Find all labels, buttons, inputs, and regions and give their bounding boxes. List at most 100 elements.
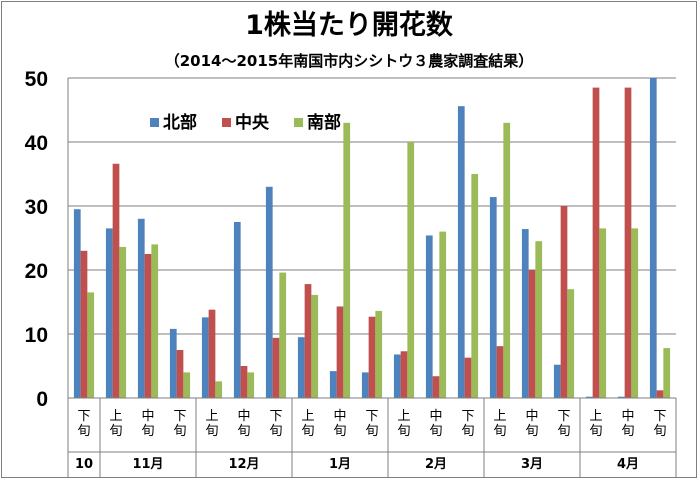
bar-南部 [535, 241, 543, 398]
bar-南部 [247, 372, 255, 398]
bar-中央 [464, 357, 472, 398]
x-category-label: 下旬 [461, 409, 474, 439]
bar-中央 [112, 163, 120, 398]
bar-中央 [336, 306, 344, 398]
x-category-label: 上旬 [397, 409, 410, 439]
bar-中央 [528, 270, 536, 398]
bar-南部 [567, 289, 575, 398]
bar-中央 [624, 87, 632, 398]
bar-中央 [272, 337, 280, 398]
y-axis-ticks: 0 10 20 30 40 50 [25, 68, 48, 411]
x-category-label: 下旬 [77, 409, 90, 439]
bar-南部 [503, 122, 511, 399]
bar-北部 [553, 364, 561, 398]
bar-中央 [80, 250, 88, 398]
y-tick-label: 30 [25, 196, 48, 219]
legend-swatch [222, 118, 231, 127]
gridlines [68, 77, 676, 335]
x-category-label: 上旬 [109, 409, 122, 439]
bar-中央 [400, 351, 408, 398]
x-category-label: 上旬 [493, 409, 506, 439]
x-category-label: 下旬 [173, 409, 186, 439]
x-group-label: 1月 [329, 457, 351, 472]
x-category-label: 中旬 [237, 409, 250, 439]
bar-南部 [407, 142, 415, 398]
bar-南部 [439, 231, 447, 398]
y-tick-label: 20 [25, 260, 48, 283]
x-category-label: 中旬 [429, 409, 442, 439]
bar-南部 [599, 228, 607, 398]
bar-北部 [425, 235, 433, 398]
bar-北部 [393, 354, 401, 398]
x-category-label: 下旬 [653, 409, 666, 439]
x-group-label: 10 [75, 457, 93, 472]
bar-北部 [105, 228, 113, 398]
bar-北部 [73, 209, 81, 398]
x-category-label: 下旬 [557, 409, 570, 439]
legend-swatch [294, 118, 303, 127]
x-group-label: 11月 [132, 457, 163, 472]
legend: 北部 中央 南部 [150, 112, 341, 133]
y-tick-label: 10 [25, 324, 48, 347]
bar-南部 [311, 294, 319, 398]
x-group-label: 4月 [617, 457, 639, 472]
x-category-label: 中旬 [621, 409, 634, 439]
bar-南部 [663, 348, 671, 398]
chart-title: 1株当たり開花数 [245, 10, 454, 41]
bar-北部 [233, 222, 241, 398]
bar-中央 [144, 254, 152, 398]
bar-南部 [215, 381, 223, 398]
bar-南部 [151, 244, 159, 398]
bar-中央 [240, 366, 248, 398]
legend-label: 中央 [235, 112, 270, 133]
bar-北部 [617, 396, 625, 398]
x-category-label: 下旬 [269, 409, 282, 439]
y-tick-label: 50 [25, 68, 48, 91]
bar-北部 [521, 229, 529, 398]
x-category-label: 中旬 [333, 409, 346, 439]
bar-南部 [183, 372, 191, 398]
bar-南部 [375, 310, 383, 398]
bar-北部 [137, 218, 145, 398]
x-category-label: 上旬 [589, 409, 602, 439]
bar-中央 [656, 390, 664, 398]
bar-北部 [329, 371, 337, 398]
x-category-label: 中旬 [141, 409, 154, 439]
bar-中央 [208, 309, 216, 398]
bar-中央 [592, 87, 600, 398]
x-category-label: 中旬 [525, 409, 538, 439]
bar-中央 [432, 376, 440, 398]
y-tick-label: 40 [25, 132, 48, 155]
legend-label: 南部 [307, 112, 341, 133]
bar-北部 [489, 197, 497, 398]
legend-label: 北部 [163, 112, 197, 133]
chart-subtitle: （2014～2015年南国市内シシトウ３農家調査結果） [165, 52, 534, 70]
bar-南部 [87, 292, 95, 398]
bar-南部 [279, 272, 287, 398]
bar-中央 [368, 316, 376, 398]
bar-中央 [496, 346, 504, 398]
bar-南部 [343, 122, 351, 399]
x-group-label: 3月 [521, 457, 543, 472]
bar-南部 [471, 174, 479, 398]
bar-北部 [649, 78, 657, 398]
x-axis-groups: 10 11月 12月 1月 2月 3月 4月 [67, 398, 677, 478]
bar-北部 [361, 372, 369, 398]
bar-中央 [304, 284, 312, 398]
bar-北部 [297, 337, 305, 398]
bar-中央 [176, 350, 184, 398]
bar-北部 [457, 106, 465, 398]
bars [73, 78, 671, 399]
bar-北部 [265, 186, 273, 398]
bar-北部 [169, 328, 177, 398]
x-category-label: 上旬 [301, 409, 314, 439]
legend-swatch [150, 118, 159, 127]
bar-南部 [631, 228, 639, 398]
bar-中央 [560, 206, 568, 398]
axes [67, 78, 676, 399]
bar-北部 [201, 317, 209, 398]
y-tick-label: 0 [36, 388, 48, 411]
bar-北部 [585, 396, 593, 398]
bar-南部 [119, 246, 127, 398]
